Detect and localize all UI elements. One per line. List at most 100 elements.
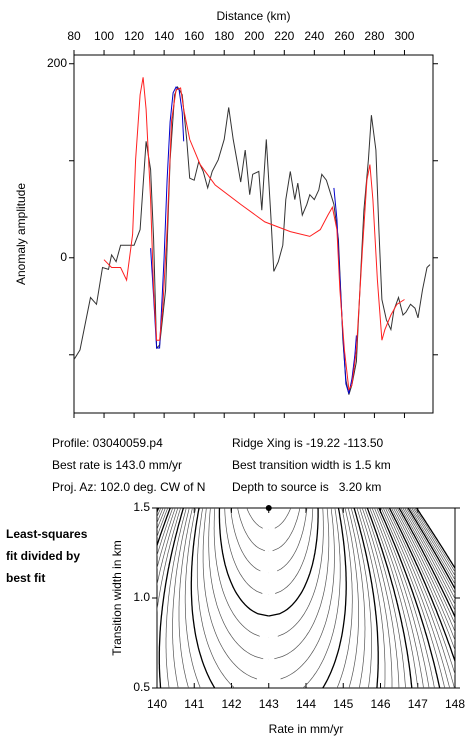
contour-line — [359, 508, 393, 688]
plot-area — [157, 508, 455, 688]
contour-line — [213, 508, 260, 637]
contour-line — [364, 508, 406, 688]
info-text: Profile: 03040059.p4 — [52, 436, 163, 450]
y-tick-label: 1.5 — [133, 500, 150, 514]
y-tick-label: 0 — [60, 250, 67, 264]
contour-line — [371, 508, 424, 688]
y-tick-label: 200 — [47, 56, 67, 70]
x-tick-label: 140 — [147, 697, 167, 711]
contour-line — [246, 508, 263, 529]
x-tick-label: 260 — [334, 29, 354, 43]
x-tick-label: 120 — [124, 29, 144, 43]
contour-line — [268, 508, 319, 617]
contour-line — [184, 508, 201, 688]
contour-line — [356, 508, 386, 688]
plot-frame — [73, 54, 434, 414]
contour-line — [409, 508, 455, 585]
info-text: Ridge Xing is -19.22 -113.50 — [232, 436, 384, 450]
contour-line — [158, 508, 185, 688]
contour-line — [416, 508, 455, 570]
contour-line — [398, 508, 455, 619]
contour-line — [274, 508, 292, 529]
contour-line — [378, 508, 441, 688]
contour-line — [413, 508, 455, 577]
contour-line — [366, 508, 413, 688]
contour-line — [172, 508, 190, 688]
contour-line — [272, 508, 301, 552]
contour-line — [202, 508, 258, 680]
contour-line — [350, 508, 372, 688]
x-tick-label: 144 — [296, 697, 316, 711]
contour-line — [230, 508, 261, 572]
x-tick-label: 300 — [394, 29, 414, 43]
contour-line — [274, 508, 330, 660]
y-tick-label: 1.0 — [133, 590, 150, 604]
contour-line — [402, 508, 455, 606]
x-tick-label: 148 — [445, 697, 465, 711]
x-tick-label: 200 — [244, 29, 264, 43]
x-tick-label: 80 — [67, 29, 81, 43]
contour-line — [411, 508, 455, 581]
x-tick-label: 220 — [274, 29, 294, 43]
contour-line — [157, 508, 179, 587]
x-tick-label: 147 — [408, 697, 428, 711]
contour-line — [414, 508, 455, 573]
info-text: Proj. Az: 102.0 deg. CW of N — [52, 480, 205, 494]
contour-line — [394, 508, 455, 633]
x-axis-label: Rate in mm/yr — [269, 722, 344, 736]
x-tick-label: 146 — [370, 697, 390, 711]
contour-line — [407, 508, 455, 591]
contour-line — [347, 508, 366, 688]
x-tick-label: 140 — [154, 29, 174, 43]
annotation: Least-squares fit divided by best fit — [6, 527, 88, 585]
info-text: Best transition width is 1.5 km — [232, 458, 391, 472]
contour-line — [276, 508, 308, 572]
contour-line — [157, 508, 176, 570]
contour-line — [380, 508, 446, 688]
contour-line — [361, 508, 400, 688]
contour-line — [391, 508, 455, 652]
contour-line — [218, 508, 269, 617]
contour-line — [196, 508, 235, 688]
contour-line — [178, 508, 193, 688]
contour-line — [280, 508, 335, 680]
contour-line — [237, 508, 266, 552]
data-line — [74, 85, 431, 395]
info-text: Best rate is 143.0 mm/yr — [52, 458, 182, 472]
contour-line — [374, 508, 430, 688]
contour-line — [382, 508, 451, 688]
data-line — [150, 86, 357, 394]
y-axis-label: Transition width in km — [110, 540, 124, 656]
contour-line — [302, 508, 341, 688]
contour-line — [157, 508, 181, 613]
contour-line — [322, 508, 347, 688]
contour-line — [275, 508, 314, 594]
contour-line — [376, 508, 435, 688]
contour-line — [190, 508, 216, 688]
contour-line — [224, 508, 263, 594]
contour-line — [277, 508, 324, 637]
x-tick-label: 143 — [259, 697, 279, 711]
x-tick-label: 240 — [304, 29, 324, 43]
contour-line — [157, 508, 171, 548]
contour-line — [208, 508, 264, 660]
x-tick-label: 141 — [184, 697, 204, 711]
contour-line — [336, 508, 353, 688]
contour-line — [387, 508, 455, 676]
contour-line — [388, 508, 455, 664]
contour-line — [396, 508, 455, 625]
best-fit-point — [265, 505, 272, 511]
y-tick-label: 0.5 — [133, 680, 150, 694]
x-tick-label: 280 — [364, 29, 384, 43]
contour-line — [406, 508, 455, 595]
contour-line — [157, 508, 174, 557]
plot-area — [74, 77, 431, 395]
contour-line — [393, 508, 455, 642]
x-tick-label: 100 — [94, 29, 114, 43]
contour-line — [404, 508, 455, 600]
x-axis-label: Distance (km) — [216, 9, 290, 23]
data-line — [103, 77, 405, 392]
info-text: Depth to source is 3.20 km — [232, 480, 381, 494]
contour-line — [385, 508, 455, 688]
